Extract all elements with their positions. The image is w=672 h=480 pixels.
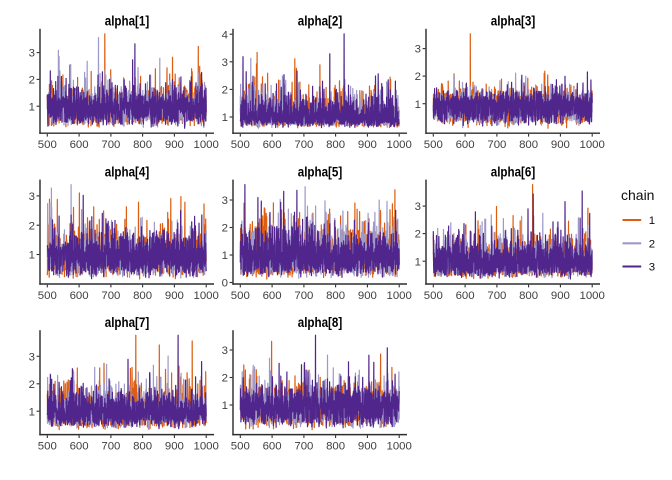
- svg-text:alpha[5]: alpha[5]: [298, 164, 343, 179]
- svg-text:500: 500: [231, 139, 250, 151]
- svg-text:2: 2: [649, 238, 655, 250]
- svg-text:900: 900: [358, 441, 377, 453]
- svg-text:700: 700: [294, 290, 313, 302]
- svg-text:500: 500: [38, 290, 57, 302]
- svg-text:500: 500: [38, 441, 57, 453]
- svg-text:alpha[4]: alpha[4]: [105, 164, 150, 179]
- svg-text:600: 600: [70, 290, 89, 302]
- svg-text:alpha[3]: alpha[3]: [491, 14, 536, 29]
- svg-text:3: 3: [222, 345, 228, 357]
- svg-text:1: 1: [222, 250, 228, 262]
- svg-text:600: 600: [263, 290, 282, 302]
- svg-text:1000: 1000: [580, 290, 605, 302]
- svg-text:1000: 1000: [194, 441, 219, 453]
- svg-text:600: 600: [456, 290, 475, 302]
- svg-text:1: 1: [649, 215, 655, 227]
- svg-text:1000: 1000: [194, 290, 219, 302]
- svg-text:chain: chain: [621, 187, 654, 203]
- svg-text:alpha[2]: alpha[2]: [298, 14, 343, 29]
- svg-text:700: 700: [101, 441, 120, 453]
- svg-text:1000: 1000: [580, 139, 605, 151]
- svg-text:900: 900: [551, 290, 570, 302]
- svg-text:2: 2: [222, 223, 228, 235]
- svg-text:700: 700: [101, 139, 120, 151]
- svg-text:500: 500: [231, 441, 250, 453]
- svg-text:800: 800: [326, 139, 345, 151]
- svg-text:700: 700: [101, 290, 120, 302]
- svg-text:2: 2: [29, 75, 35, 87]
- svg-text:600: 600: [70, 441, 89, 453]
- svg-text:3: 3: [415, 44, 421, 56]
- svg-text:2: 2: [29, 220, 35, 232]
- svg-text:800: 800: [326, 290, 345, 302]
- svg-text:alpha[7]: alpha[7]: [105, 315, 150, 330]
- svg-text:600: 600: [70, 139, 89, 151]
- svg-text:4: 4: [222, 29, 228, 41]
- svg-text:700: 700: [294, 441, 313, 453]
- svg-text:alpha[6]: alpha[6]: [491, 164, 536, 179]
- svg-text:0: 0: [222, 278, 228, 290]
- svg-text:800: 800: [133, 139, 152, 151]
- svg-text:500: 500: [231, 290, 250, 302]
- svg-text:3: 3: [222, 57, 228, 69]
- svg-text:3: 3: [222, 195, 228, 207]
- svg-text:1: 1: [222, 400, 228, 412]
- svg-text:700: 700: [487, 139, 506, 151]
- svg-text:1: 1: [29, 250, 35, 262]
- svg-text:600: 600: [456, 139, 475, 151]
- svg-text:1: 1: [29, 101, 35, 113]
- svg-text:2: 2: [222, 373, 228, 385]
- svg-text:500: 500: [38, 139, 57, 151]
- svg-text:2: 2: [222, 85, 228, 97]
- svg-text:900: 900: [551, 139, 570, 151]
- svg-text:900: 900: [165, 139, 184, 151]
- svg-text:1000: 1000: [387, 139, 412, 151]
- svg-text:2: 2: [29, 379, 35, 391]
- svg-text:3: 3: [29, 351, 35, 363]
- svg-text:900: 900: [165, 441, 184, 453]
- svg-text:800: 800: [133, 290, 152, 302]
- svg-text:800: 800: [519, 290, 538, 302]
- svg-text:2: 2: [415, 71, 421, 83]
- svg-text:1: 1: [415, 99, 421, 111]
- svg-text:2: 2: [415, 229, 421, 241]
- svg-text:1: 1: [415, 256, 421, 268]
- svg-text:600: 600: [263, 441, 282, 453]
- svg-text:3: 3: [415, 201, 421, 213]
- svg-text:600: 600: [263, 139, 282, 151]
- svg-text:700: 700: [487, 290, 506, 302]
- svg-text:800: 800: [519, 139, 538, 151]
- svg-text:900: 900: [165, 290, 184, 302]
- svg-text:1: 1: [222, 112, 228, 124]
- svg-text:3: 3: [649, 262, 655, 274]
- svg-text:1000: 1000: [194, 139, 219, 151]
- svg-text:3: 3: [29, 48, 35, 60]
- svg-text:1: 1: [29, 406, 35, 418]
- svg-text:alpha[1]: alpha[1]: [105, 14, 150, 29]
- svg-text:900: 900: [358, 290, 377, 302]
- svg-text:500: 500: [424, 290, 443, 302]
- svg-text:800: 800: [133, 441, 152, 453]
- svg-text:700: 700: [294, 139, 313, 151]
- svg-text:3: 3: [29, 191, 35, 203]
- svg-text:500: 500: [424, 139, 443, 151]
- svg-text:1000: 1000: [387, 290, 412, 302]
- svg-text:alpha[8]: alpha[8]: [298, 315, 343, 330]
- svg-text:800: 800: [326, 441, 345, 453]
- svg-text:1000: 1000: [387, 441, 412, 453]
- svg-text:900: 900: [358, 139, 377, 151]
